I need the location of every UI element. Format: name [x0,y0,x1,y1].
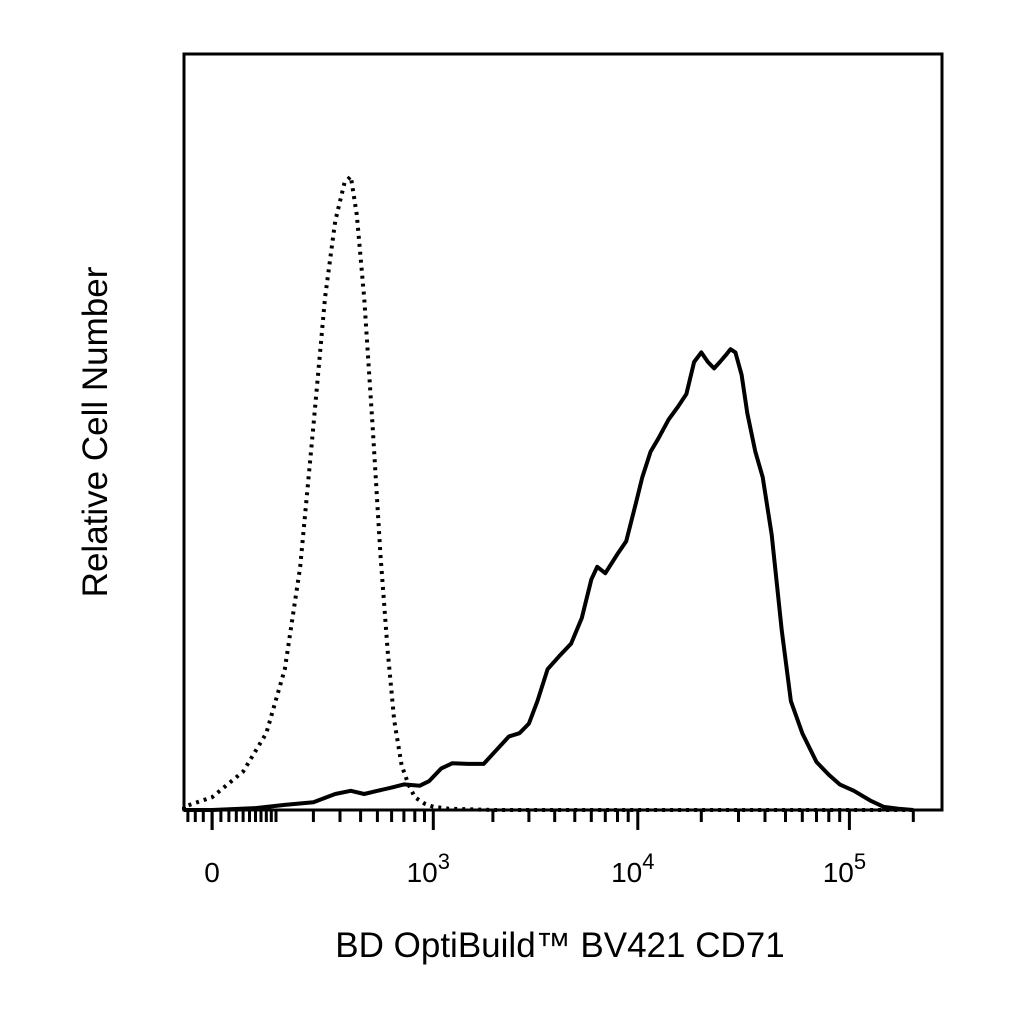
y-axis-title: Relative Cell Number [76,266,115,597]
plot-frame [182,52,944,812]
x-tick-label: 104 [611,849,654,888]
dotted-histogram-line [182,174,914,812]
solid-histogram-line [184,347,914,812]
x-axis-tick-labels: 0 103 104 105 [204,849,866,888]
x-tick-label: 105 [823,849,866,888]
x-tick-label: 103 [407,849,450,888]
x-tick-label: 0 [204,857,220,888]
series-group [182,174,914,812]
x-axis-title: BD OptiBuild™ BV421 CD71 [335,926,784,965]
x-axis-ticks [186,810,915,830]
